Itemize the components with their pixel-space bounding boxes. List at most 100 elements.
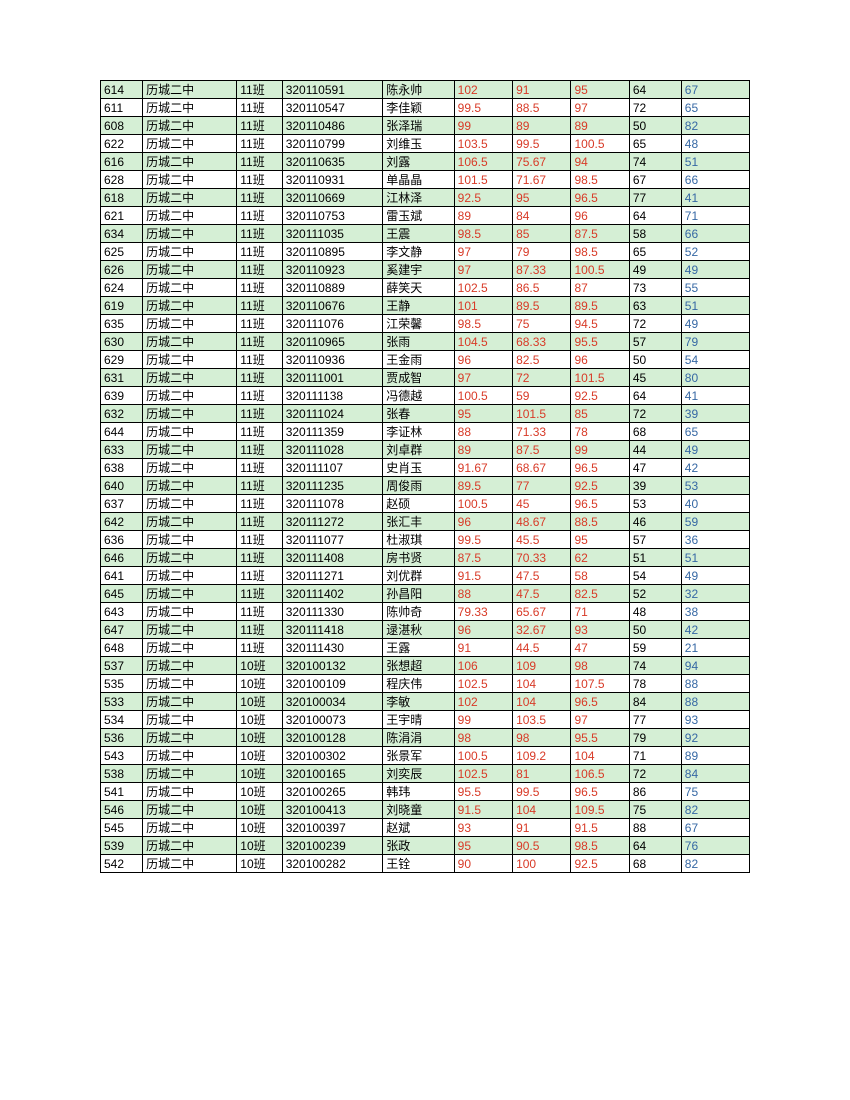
table-cell: 320100073 — [282, 711, 383, 729]
table-cell: 96 — [454, 513, 512, 531]
table-cell: 68.67 — [513, 459, 571, 477]
table-cell: 97 — [454, 369, 512, 387]
table-cell: 11班 — [237, 99, 282, 117]
table-cell: 632 — [101, 405, 143, 423]
table-cell: 44.5 — [513, 639, 571, 657]
table-cell: 82 — [681, 801, 749, 819]
table-cell: 89.5 — [571, 297, 629, 315]
table-cell: 李敏 — [383, 693, 454, 711]
table-cell: 65 — [629, 243, 681, 261]
table-cell: 320111430 — [282, 639, 383, 657]
table-cell: 王静 — [383, 297, 454, 315]
table-cell: 房书贤 — [383, 549, 454, 567]
table-cell: 78 — [629, 675, 681, 693]
table-cell: 320111402 — [282, 585, 383, 603]
table-cell: 59 — [513, 387, 571, 405]
table-cell: 11班 — [237, 423, 282, 441]
table-row: 645历城二中11班320111402孙昌阳8847.582.55232 — [101, 585, 750, 603]
table-cell: 50 — [629, 117, 681, 135]
table-row: 628历城二中11班320110931单晶晶101.571.6798.56766 — [101, 171, 750, 189]
table-row: 642历城二中11班320111272张汇丰9648.6788.54659 — [101, 513, 750, 531]
table-cell: 48 — [629, 603, 681, 621]
table-cell: 74 — [629, 153, 681, 171]
table-cell: 104 — [571, 747, 629, 765]
table-cell: 99.5 — [513, 135, 571, 153]
table-cell: 106 — [454, 657, 512, 675]
table-cell: 66 — [681, 171, 749, 189]
table-cell: 李证林 — [383, 423, 454, 441]
table-cell: 刘晓童 — [383, 801, 454, 819]
table-cell: 11班 — [237, 171, 282, 189]
table-cell: 刘奕辰 — [383, 765, 454, 783]
table-row: 635历城二中11班320111076江荣馨98.57594.57249 — [101, 315, 750, 333]
table-row: 534历城二中10班320100073王宇晴99103.5977793 — [101, 711, 750, 729]
table-row: 542历城二中10班320100282王铨9010092.56882 — [101, 855, 750, 873]
table-cell: 历城二中 — [143, 297, 237, 315]
table-cell: 44 — [629, 441, 681, 459]
table-cell: 320111107 — [282, 459, 383, 477]
table-cell: 10班 — [237, 711, 282, 729]
table-cell: 89 — [571, 117, 629, 135]
table-cell: 96.5 — [571, 693, 629, 711]
table-cell: 95 — [571, 81, 629, 99]
table-cell: 107.5 — [571, 675, 629, 693]
table-cell: 320100132 — [282, 657, 383, 675]
table-cell: 320111235 — [282, 477, 383, 495]
table-cell: 91 — [513, 81, 571, 99]
table-cell: 65 — [681, 99, 749, 117]
table-cell: 历城二中 — [143, 171, 237, 189]
table-cell: 320111418 — [282, 621, 383, 639]
table-row: 637历城二中11班320111078赵硕100.54596.55340 — [101, 495, 750, 513]
table-cell: 57 — [629, 333, 681, 351]
table-cell: 10班 — [237, 855, 282, 873]
table-cell: 88 — [629, 819, 681, 837]
table-cell: 45.5 — [513, 531, 571, 549]
table-cell: 张汇丰 — [383, 513, 454, 531]
table-cell: 64 — [629, 837, 681, 855]
table-row: 629历城二中11班320110936王金雨9682.5965054 — [101, 351, 750, 369]
table-row: 644历城二中11班320111359李证林8871.33786865 — [101, 423, 750, 441]
table-cell: 106.5 — [454, 153, 512, 171]
table-cell: 320110486 — [282, 117, 383, 135]
table-cell: 539 — [101, 837, 143, 855]
table-cell: 64 — [629, 387, 681, 405]
table-cell: 40 — [681, 495, 749, 513]
table-cell: 11班 — [237, 261, 282, 279]
table-cell: 历城二中 — [143, 333, 237, 351]
table-cell: 历城二中 — [143, 225, 237, 243]
table-cell: 67 — [681, 819, 749, 837]
table-cell: 10班 — [237, 729, 282, 747]
table-cell: 91 — [454, 639, 512, 657]
table-cell: 96.5 — [571, 783, 629, 801]
table-cell: 102 — [454, 693, 512, 711]
table-cell: 11班 — [237, 513, 282, 531]
table-cell: 51 — [629, 549, 681, 567]
table-cell: 历城二中 — [143, 855, 237, 873]
table-cell: 10班 — [237, 783, 282, 801]
table-cell: 49 — [681, 441, 749, 459]
table-row: 618历城二中11班320110669江林泽92.59596.57741 — [101, 189, 750, 207]
table-cell: 47.5 — [513, 585, 571, 603]
table-cell: 633 — [101, 441, 143, 459]
table-cell: 71.33 — [513, 423, 571, 441]
table-cell: 62 — [571, 549, 629, 567]
table-cell: 77 — [513, 477, 571, 495]
table-cell: 47.5 — [513, 567, 571, 585]
table-cell: 101.5 — [571, 369, 629, 387]
table-row: 608历城二中11班320110486张泽瑞9989895082 — [101, 117, 750, 135]
table-cell: 36 — [681, 531, 749, 549]
table-row: 639历城二中11班320111138冯德越100.55992.56441 — [101, 387, 750, 405]
table-cell: 陈永帅 — [383, 81, 454, 99]
table-cell: 88.5 — [571, 513, 629, 531]
table-cell: 贾成智 — [383, 369, 454, 387]
table-cell: 92.5 — [454, 189, 512, 207]
table-cell: 刘维玉 — [383, 135, 454, 153]
table-cell: 历城二中 — [143, 351, 237, 369]
table-row: 643历城二中11班320111330陈帅奇79.3365.67714838 — [101, 603, 750, 621]
table-cell: 73 — [629, 279, 681, 297]
table-cell: 100.5 — [454, 747, 512, 765]
table-cell: 历城二中 — [143, 387, 237, 405]
table-cell: 82 — [681, 855, 749, 873]
table-cell: 93 — [571, 621, 629, 639]
table-cell: 李佳颖 — [383, 99, 454, 117]
